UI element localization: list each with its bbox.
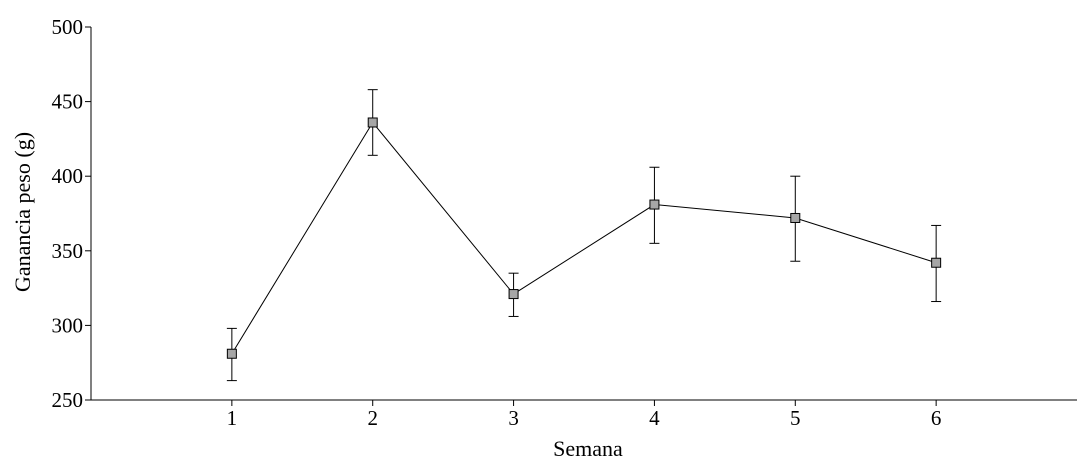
x-tick-label: 5 (790, 406, 801, 430)
x-tick-label: 3 (508, 406, 519, 430)
y-tick-label: 400 (52, 164, 84, 188)
x-axis-title: Semana (553, 436, 623, 461)
y-tick-label: 500 (52, 15, 84, 39)
data-point-marker (931, 257, 942, 268)
y-tick-label: 250 (52, 388, 84, 412)
y-axis: 250 300 350 400 450 500 (52, 15, 92, 412)
y-tick-label: 450 (52, 90, 84, 114)
x-axis: 1 2 3 4 5 6 (91, 399, 1077, 430)
series-line (231, 121, 937, 355)
x-tick-label: 1 (227, 406, 238, 430)
plot-area (226, 89, 942, 382)
x-tick-label: 2 (367, 406, 378, 430)
series-0 (226, 89, 942, 382)
data-point-marker (790, 212, 801, 223)
data-point-marker (367, 117, 378, 128)
y-tick-label: 350 (52, 239, 84, 263)
x-tick-label: 4 (649, 406, 660, 430)
y-axis-title: Ganancia peso (g) (10, 132, 35, 292)
y-tick-label: 300 (52, 313, 84, 337)
data-point-marker (226, 348, 237, 359)
data-point-marker (649, 199, 660, 210)
data-point-marker (508, 289, 519, 300)
x-tick-label: 6 (931, 406, 942, 430)
